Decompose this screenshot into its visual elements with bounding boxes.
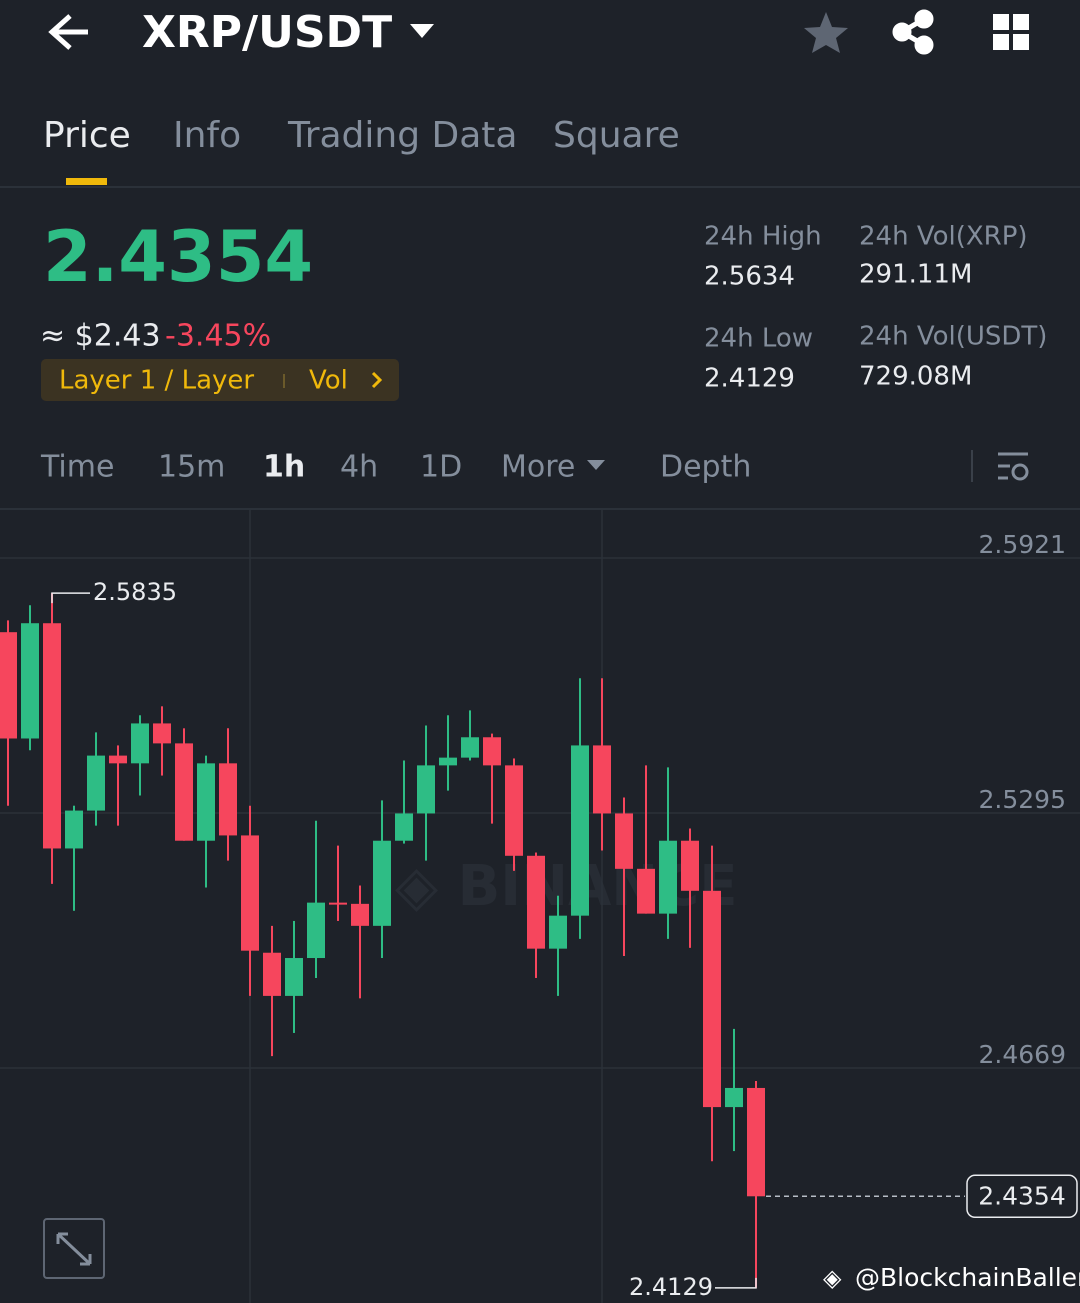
- interval[interactable]: 1D: [420, 450, 462, 485]
- high-marker: 2.5835: [93, 578, 177, 606]
- interval[interactable]: 4h: [340, 450, 378, 485]
- candle-body: [461, 737, 479, 758]
- candle-body: [747, 1087, 765, 1197]
- more-dropdown[interactable]: [587, 460, 605, 470]
- candle-body: [549, 915, 567, 949]
- stat-value: 2.5634: [704, 262, 795, 292]
- candle-body: [285, 958, 303, 996]
- candle-body: [109, 755, 127, 764]
- tag-box[interactable]: [41, 359, 399, 401]
- tab[interactable]: Info: [173, 115, 241, 156]
- stat-label: 24h Vol(USDT): [859, 322, 1047, 352]
- candle-body: [637, 868, 655, 914]
- y-tick-label: 2.5295: [979, 785, 1066, 814]
- candle-body: [87, 755, 105, 811]
- last-price-label: 2.4354: [978, 1181, 1065, 1210]
- low-marker: 2.4129: [629, 1273, 713, 1301]
- candle-body: [43, 623, 61, 849]
- depth-tab[interactable]: Depth: [660, 450, 751, 485]
- candle-body: [307, 902, 325, 959]
- interval[interactable]: 15m: [158, 450, 225, 485]
- price-change: -3.45%: [165, 319, 271, 354]
- stat-value: 291.11M: [859, 260, 972, 290]
- stat-value: 2.4129: [704, 364, 795, 394]
- interval[interactable]: More: [501, 450, 575, 485]
- candle-body: [131, 723, 149, 764]
- fiat-price: ≈ $2.43: [40, 319, 161, 354]
- low-marker-line: [715, 1277, 757, 1289]
- grid-icon[interactable]: [993, 14, 1029, 50]
- candle-body: [417, 765, 435, 814]
- chart-watermark: ◈ BINANCE: [395, 854, 738, 919]
- stat-label: 24h Vol(XRP): [859, 222, 1028, 252]
- stat-label: 24h Low: [704, 324, 813, 354]
- expand-button[interactable]: [43, 1218, 105, 1279]
- tag-action[interactable]: Vol: [309, 366, 348, 396]
- candle-body: [395, 813, 413, 841]
- y-tick-label: 2.5921: [979, 530, 1066, 559]
- stat-value: 729.08M: [859, 362, 972, 392]
- pair-dropdown[interactable]: [410, 24, 434, 38]
- candle-body: [505, 765, 523, 856]
- user-watermark-icon: ◈: [823, 1264, 842, 1292]
- candle-body: [725, 1087, 743, 1108]
- tab-indicator: [66, 178, 107, 185]
- candle-body: [593, 745, 611, 814]
- candle-body: [329, 902, 347, 905]
- tab[interactable]: Price: [43, 115, 131, 156]
- candle-body: [153, 723, 171, 744]
- y-tick-label: 2.4669: [979, 1040, 1066, 1069]
- candle-body: [439, 757, 457, 766]
- pair-title[interactable]: XRP/USDT: [142, 7, 392, 58]
- candle-body: [681, 840, 699, 891]
- candle-body: [571, 745, 589, 916]
- interval[interactable]: Time: [40, 450, 114, 485]
- stat-label: 24h High: [704, 222, 822, 252]
- candle-body: [483, 737, 501, 766]
- last-price-box: [966, 1174, 1078, 1219]
- interval[interactable]: 1h: [263, 450, 305, 485]
- tag-chevron: [371, 371, 383, 389]
- back-button[interactable]: [48, 14, 88, 50]
- candle-body: [659, 840, 677, 914]
- candle-body: [219, 763, 237, 836]
- last-price: 2.4354: [43, 216, 313, 298]
- candle-body: [21, 623, 39, 739]
- tab[interactable]: Square: [553, 115, 680, 156]
- candle-body: [703, 890, 721, 1108]
- expand-icon: [56, 1232, 92, 1266]
- chart-settings[interactable]: [998, 452, 1029, 481]
- candle-body: [241, 835, 259, 951]
- candle-body: [263, 952, 281, 996]
- user-watermark: @BlockchainBaller: [855, 1263, 1080, 1292]
- high-marker-line: [51, 592, 90, 604]
- favorite-icon[interactable]: [804, 12, 848, 53]
- candle-body: [197, 763, 215, 841]
- candle-body: [0, 632, 17, 739]
- tag-label[interactable]: Layer 1 / Layer: [59, 366, 254, 396]
- candle-body: [65, 810, 83, 849]
- share-icon[interactable]: [892, 9, 934, 55]
- candle-body: [615, 813, 633, 869]
- candle-body: [373, 840, 391, 926]
- candle-body: [175, 743, 193, 841]
- candle-body: [351, 903, 369, 926]
- plot: 2.5921 2.5295 2.4669 2.5835 2.4129 2.4354: [0, 530, 1080, 1301]
- candle-body: [527, 855, 545, 949]
- tab[interactable]: Trading Data: [287, 115, 517, 156]
